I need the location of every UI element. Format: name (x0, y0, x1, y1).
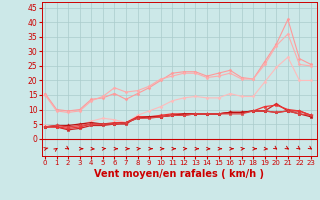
X-axis label: Vent moyen/en rafales ( km/h ): Vent moyen/en rafales ( km/h ) (94, 169, 264, 179)
